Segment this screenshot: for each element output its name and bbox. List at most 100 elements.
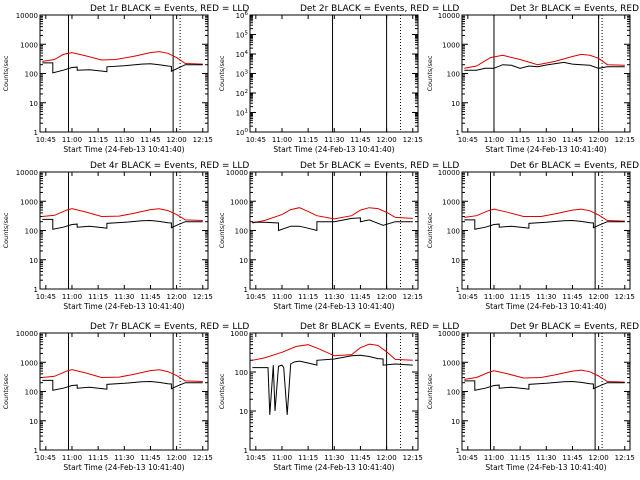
x-tick-label: 11:15 <box>510 136 530 144</box>
y-tick-label: 100 <box>235 228 248 236</box>
y-axis-label: Counts/sec <box>426 373 434 409</box>
y-tick-label: 1 <box>34 129 38 137</box>
x-tick-label: 11:00 <box>484 136 504 144</box>
x-tick-label: 11:15 <box>298 136 318 144</box>
x-tick-label: 11:30 <box>324 454 344 462</box>
y-tick-label: 100 <box>25 71 38 79</box>
x-tick-label: 11:45 <box>562 293 582 301</box>
events-series-line <box>464 61 625 71</box>
x-tick-label: 12:15 <box>403 136 423 144</box>
y-tick-label: 1 <box>456 129 460 137</box>
x-tick-label: 12:00 <box>377 293 397 301</box>
x-tick-label: 12:00 <box>167 293 187 301</box>
x-tick-label: 10:45 <box>458 136 478 144</box>
x-tick-label: 11:45 <box>140 293 160 301</box>
chart-panel-9: Det 9r BLACK = Events, RED = LLD 10:45 11:… <box>426 322 640 472</box>
lld-series-line <box>464 369 625 383</box>
x-tick-label: 11:30 <box>536 136 556 144</box>
y-tick-label: 103 <box>236 70 249 79</box>
plot-frame <box>249 171 419 290</box>
y-axis-label: Counts/sec <box>2 55 10 91</box>
x-tick-label: 12:00 <box>589 136 609 144</box>
plot-frame <box>461 332 631 451</box>
x-tick-label: 11:00 <box>484 454 504 462</box>
chart-title: Det 2r BLACK = Events, RED = LLD <box>300 4 459 14</box>
x-tick-label: 11:30 <box>324 293 344 301</box>
chart-title: Det 6r BLACK = Events, RED = LLD <box>510 161 640 171</box>
x-tick-label: 11:30 <box>114 293 134 301</box>
chart-panel-5: Det 5r BLACK = Events, RED = LLD 10:45 11:… <box>218 161 459 311</box>
y-tick-label: 104 <box>236 50 249 59</box>
chart-panel-4: Det 4r BLACK = Events, RED = LLD 10:45 11:… <box>2 161 249 311</box>
chart-title: Det 1r BLACK = Events, RED = LLD <box>90 4 249 14</box>
lld-series-line <box>252 343 413 361</box>
events-series-line <box>42 379 203 391</box>
y-axis-label: Counts/sec <box>218 373 226 409</box>
x-tick-label: 12:15 <box>615 454 635 462</box>
x-axis-label: Start Time (24-Feb-13 10:41:40) <box>63 463 184 472</box>
y-tick-label: 1000 <box>442 41 460 49</box>
chart-title: Det 7r BLACK = Events, RED = LLD <box>90 322 249 332</box>
x-tick-label: 11:15 <box>88 454 108 462</box>
y-tick-label: 10 <box>29 100 38 108</box>
lld-series-line <box>42 208 203 221</box>
x-axis-label: Start Time (24-Feb-13 10:41:40) <box>63 302 184 311</box>
x-tick-label: 12:00 <box>377 454 397 462</box>
y-axis-label: Counts/sec <box>426 55 434 91</box>
x-tick-label: 12:00 <box>589 454 609 462</box>
plot-frame <box>249 332 419 451</box>
plot-frame <box>461 14 631 133</box>
x-tick-label: 10:45 <box>246 293 266 301</box>
y-tick-label: 100 <box>447 389 460 397</box>
events-series-line <box>252 217 413 232</box>
x-tick-label: 11:45 <box>140 454 160 462</box>
x-tick-label: 11:15 <box>510 454 530 462</box>
chart-title: Det 8r BLACK = Events, RED = LLD <box>300 322 459 332</box>
y-tick-label: 102 <box>236 89 248 98</box>
x-tick-label: 10:45 <box>458 293 478 301</box>
y-tick-label: 10000 <box>438 330 460 338</box>
y-tick-label: 10000 <box>16 169 38 177</box>
x-tick-label: 11:00 <box>484 293 504 301</box>
chart-title: Det 3r BLACK = Events, RED = LLD <box>510 4 640 14</box>
x-tick-label: 12:15 <box>403 454 423 462</box>
y-tick-label: 1000 <box>20 41 38 49</box>
x-tick-label: 10:45 <box>36 293 56 301</box>
x-axis-label: Start Time (24-Feb-13 10:41:40) <box>485 302 606 311</box>
y-tick-label: 1000 <box>230 330 248 338</box>
x-tick-label: 11:00 <box>272 293 292 301</box>
x-tick-label: 12:15 <box>193 454 213 462</box>
plot-frame <box>39 14 209 133</box>
chart-title: Det 9r BLACK = Events, RED = LLD <box>510 322 640 332</box>
x-tick-label: 12:15 <box>403 293 423 301</box>
lld-series-line <box>464 53 625 69</box>
x-tick-label: 12:15 <box>193 293 213 301</box>
x-tick-label: 10:45 <box>458 454 478 462</box>
x-tick-label: 11:45 <box>350 136 370 144</box>
x-tick-label: 11:45 <box>350 293 370 301</box>
x-tick-label: 12:00 <box>589 293 609 301</box>
y-tick-label: 1 <box>456 286 460 294</box>
y-tick-label: 10 <box>239 257 248 265</box>
y-tick-label: 100 <box>25 228 38 236</box>
y-tick-label: 1 <box>244 447 248 455</box>
y-tick-label: 1000 <box>20 198 38 206</box>
chart-panel-7: Det 7r BLACK = Events, RED = LLD 10:45 11:… <box>2 322 249 472</box>
x-tick-label: 10:45 <box>36 136 56 144</box>
y-tick-label: 100 <box>25 389 38 397</box>
x-tick-label: 11:15 <box>88 136 108 144</box>
x-tick-label: 12:00 <box>167 454 187 462</box>
chart-title: Det 5r BLACK = Events, RED = LLD <box>300 161 459 171</box>
events-series-line <box>464 219 625 230</box>
x-tick-label: 11:15 <box>88 293 108 301</box>
y-tick-label: 10000 <box>16 12 38 20</box>
x-axis-label: Start Time (24-Feb-13 10:41:40) <box>273 463 394 472</box>
x-tick-label: 11:45 <box>562 136 582 144</box>
x-tick-label: 12:15 <box>615 136 635 144</box>
x-tick-label: 12:15 <box>193 136 213 144</box>
y-tick-label: 100 <box>236 128 249 137</box>
plot-frame <box>39 332 209 451</box>
x-tick-label: 11:30 <box>324 136 344 144</box>
x-axis-label: Start Time (24-Feb-13 10:41:40) <box>273 145 394 154</box>
